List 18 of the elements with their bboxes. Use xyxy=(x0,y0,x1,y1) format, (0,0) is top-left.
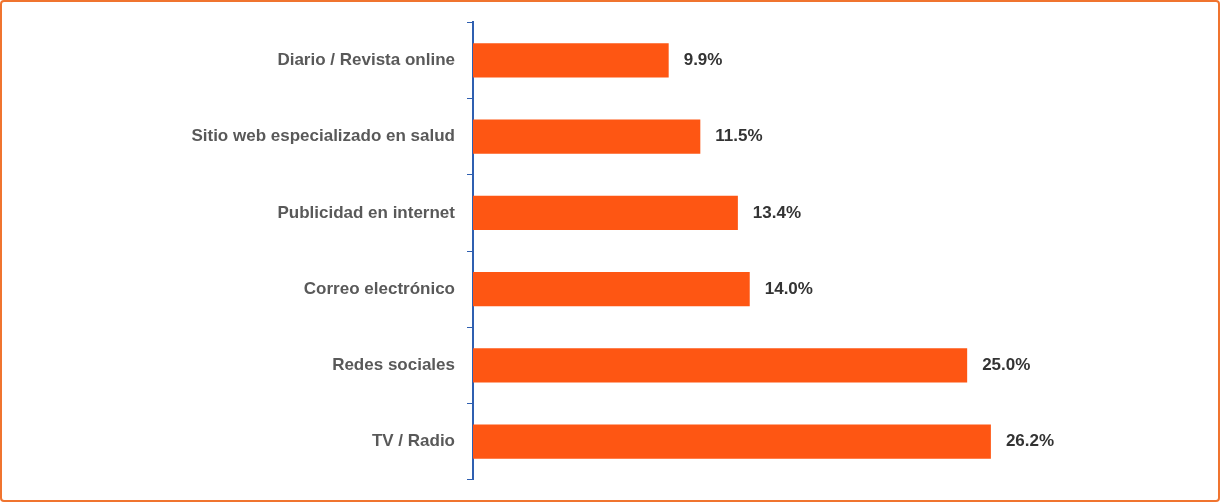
y-tick-label: Sitio web especializado en salud xyxy=(191,126,455,146)
bar xyxy=(473,43,669,78)
data-label: 14.0% xyxy=(764,278,813,298)
bar xyxy=(473,119,701,154)
bar xyxy=(473,348,968,383)
bar xyxy=(473,424,991,459)
data-label: 13.4% xyxy=(752,202,802,222)
bar xyxy=(473,271,750,307)
y-tick-label: Redes sociales xyxy=(332,355,455,375)
y-tick-label: TV / Radio xyxy=(371,431,455,451)
bar xyxy=(473,195,738,231)
y-tick-label: Diario / Revista online xyxy=(277,50,455,70)
data-label: 25.0% xyxy=(982,355,1031,375)
data-label: 26.2% xyxy=(1005,431,1055,451)
y-tick-label: Publicidad en internet xyxy=(277,202,456,222)
data-label: 11.5% xyxy=(715,126,763,146)
y-tick-label: Correo electrónico xyxy=(303,278,455,298)
data-label: 9.9% xyxy=(683,50,723,70)
